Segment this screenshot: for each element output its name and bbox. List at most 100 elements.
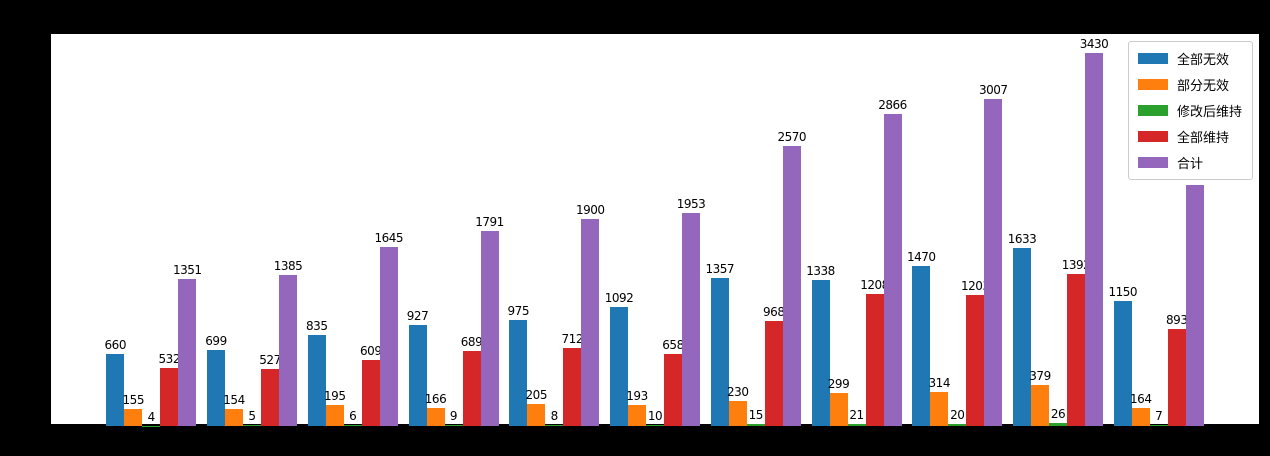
legend: 全部无效部分无效修改后维持全部维持合计	[1127, 41, 1253, 180]
bar-全部无效-group5	[509, 319, 528, 426]
bar-合计-group7	[782, 146, 801, 426]
bar-value-label: 2866	[878, 97, 907, 112]
bar-value-label: 8	[550, 409, 559, 424]
bar-value-label: 1092	[604, 291, 634, 306]
bar-全部维持-group10	[1067, 274, 1085, 426]
bar-修改后维持-group11	[1149, 425, 1168, 426]
legend-item-4: 全部维持	[1137, 127, 1242, 146]
bar-修改后维持-group9	[948, 423, 967, 426]
bar-全部维持-group11	[1167, 328, 1186, 426]
legend-item-2: 部分无效	[1137, 75, 1242, 94]
bar-value-label: 379	[1029, 368, 1051, 383]
bar-value-label: 20	[950, 407, 965, 422]
bar-部分无效-group4	[426, 407, 445, 426]
bar-value-label: 532	[158, 352, 181, 367]
bar-value-label: 230	[727, 384, 749, 399]
bar-修改后维持-group10	[1049, 423, 1067, 426]
bar-value-label: 1208	[860, 278, 889, 293]
bar-全部无效-group6	[610, 307, 628, 426]
bar-value-label: 6	[349, 409, 357, 424]
bar-value-label: 1953	[676, 197, 706, 212]
bar-合计-group4	[480, 230, 499, 426]
bar-value-label: 699	[205, 333, 227, 348]
bar-value-label: 1351	[172, 262, 202, 277]
bar-部分无效-group5	[527, 403, 546, 426]
bar-部分无效-group10	[1031, 384, 1049, 426]
bar-value-label: 193	[626, 388, 648, 403]
bar-value-label: 835	[306, 319, 328, 334]
legend-swatch-icon	[1137, 79, 1168, 90]
bar-value-label: 299	[827, 377, 850, 392]
bar-value-label: 164	[1130, 392, 1152, 407]
bar-value-label: 1357	[705, 262, 735, 277]
bar-部分无效-group3	[325, 404, 344, 426]
bar-value-label: 155	[122, 393, 145, 408]
bar-合计-group5	[581, 219, 600, 426]
bar-value-label: 9	[449, 409, 458, 424]
bar-value-label: 26	[1050, 407, 1066, 422]
bar-全部无效-group9	[912, 265, 931, 426]
bar-value-label: 1633	[1007, 232, 1037, 247]
bar-修改后维持-group8	[847, 423, 866, 426]
bar-value-label: 5	[248, 409, 256, 424]
legend-label: 合计	[1176, 157, 1203, 172]
bar-value-label: 314	[928, 375, 951, 390]
bar-value-label: 1385	[273, 259, 303, 274]
bar-合计-group2	[279, 275, 297, 426]
bar-全部无效-group11	[1113, 300, 1132, 426]
bar-value-label: 4	[147, 409, 156, 424]
bar-全部维持-group3	[361, 359, 380, 426]
bar-全部维持-group9	[966, 295, 985, 426]
bar-修改后维持-group7	[746, 424, 765, 426]
bar-合计-group8	[883, 113, 902, 426]
bar-全部维持-group4	[462, 350, 481, 426]
bar-value-label: 527	[259, 352, 281, 367]
legend-label: 部分无效	[1176, 79, 1229, 94]
bar-全部无效-group1	[106, 354, 125, 426]
bar-value-label: 927	[406, 309, 429, 324]
bar-修改后维持-group2	[243, 425, 261, 426]
bar-部分无效-group8	[829, 393, 848, 426]
bar-部分无效-group11	[1131, 408, 1150, 426]
bar-部分无效-group7	[728, 400, 747, 426]
bar-全部无效-group2	[207, 349, 225, 426]
bar-全部维持-group6	[664, 354, 682, 426]
bar-value-label: 1470	[906, 249, 936, 264]
bar-value-label: 893	[1166, 312, 1188, 327]
bar-全部维持-group8	[865, 294, 884, 426]
bar-合计-group3	[379, 246, 398, 426]
bar-value-label: 975	[507, 303, 530, 318]
bar-value-label: 195	[324, 388, 346, 403]
legend-swatch-icon	[1137, 131, 1168, 142]
bar-value-label: 15	[748, 408, 764, 423]
bar-全部维持-group7	[764, 320, 783, 426]
bar-修改后维持-group4	[444, 425, 463, 426]
bar-value-label: 1150	[1108, 284, 1138, 299]
bar-全部无效-group10	[1013, 248, 1031, 426]
legend-swatch-icon	[1137, 53, 1168, 64]
legend-label: 修改后维持	[1176, 105, 1242, 120]
bar-value-label: 3007	[978, 82, 1008, 97]
bar-部分无效-group9	[930, 391, 949, 426]
bar-value-label: 660	[104, 338, 127, 353]
bar-value-label: 1203	[960, 279, 990, 294]
bar-全部无效-group3	[307, 335, 326, 426]
bar-全部无效-group7	[710, 278, 729, 426]
bar-value-label: 689	[460, 334, 483, 349]
bar-部分无效-group1	[124, 409, 143, 426]
bar-value-label: 3430	[1079, 36, 1109, 51]
bar-修改后维持-group6	[646, 424, 664, 426]
legend-swatch-icon	[1137, 105, 1168, 116]
bar-修改后维持-group5	[545, 425, 564, 426]
bar-value-label: 1338	[806, 264, 835, 279]
bar-合计-group6	[682, 213, 700, 426]
bar-value-label: 2570	[777, 130, 807, 145]
bar-value-label: 7	[1155, 409, 1163, 424]
bar-value-label: 968	[763, 304, 785, 319]
bar-value-label: 1392	[1061, 258, 1091, 273]
bar-value-label: 21	[849, 407, 864, 422]
legend-label: 全部无效	[1176, 53, 1229, 68]
legend-item-1: 全部无效	[1137, 49, 1242, 68]
bar-合计-group11	[1185, 184, 1204, 426]
